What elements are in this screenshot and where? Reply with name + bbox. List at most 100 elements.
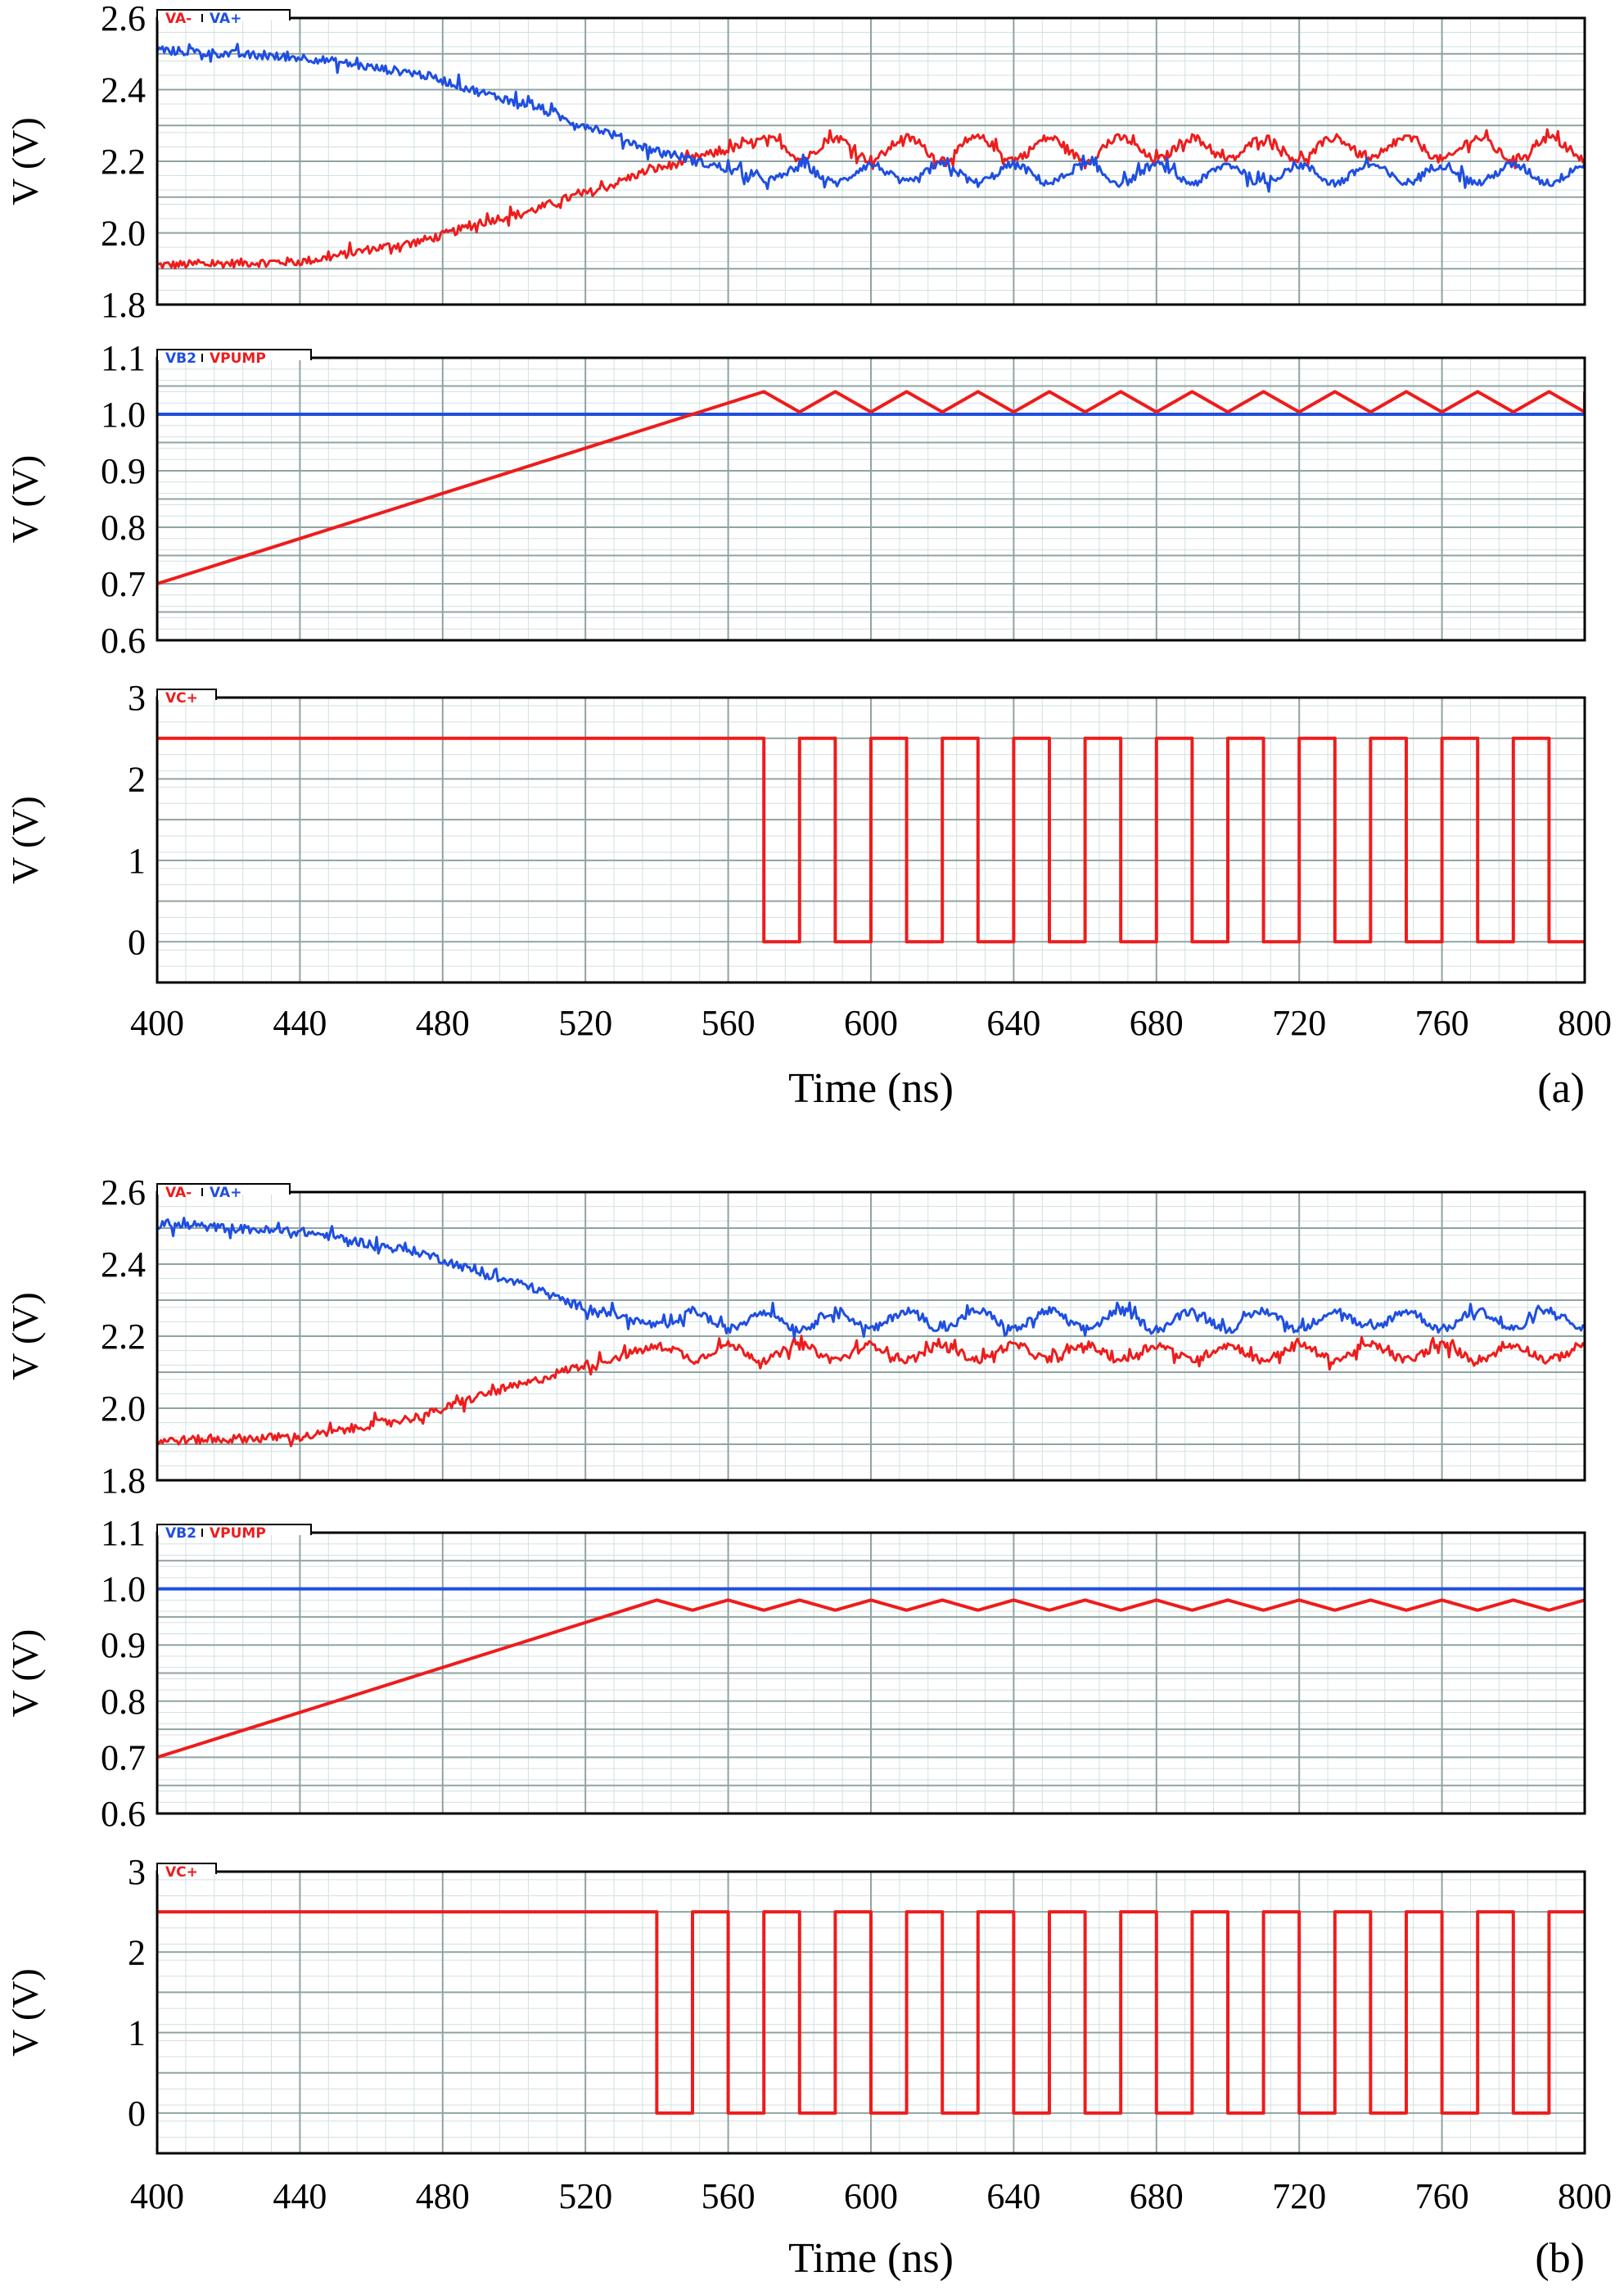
- y-tick-label: 0: [128, 922, 146, 962]
- x-tick-label: 680: [1130, 2176, 1184, 2216]
- y-tick-label: 0.6: [101, 1794, 146, 1834]
- y-tick-label: 1.1: [101, 338, 146, 378]
- y-tick-label: 2.0: [101, 214, 146, 254]
- panel-1: 1.8 2.0 2.2 2.4 2.6 V (V) VA- VA+: [4, 1172, 1586, 1501]
- plot-frame: [156, 356, 1586, 642]
- legend: VC+: [156, 689, 217, 707]
- legend-entry: VB2: [165, 1525, 196, 1542]
- legend-entry: VA+: [210, 11, 241, 27]
- y-tick-label: 1.1: [101, 1513, 146, 1553]
- y-tick-label: 1.0: [101, 395, 146, 435]
- legend-entry: VC+: [165, 1864, 198, 1881]
- x-tick-label: 720: [1272, 2176, 1326, 2216]
- legend: VB2 VPUMP: [156, 1524, 312, 1542]
- x-tick-label: 440: [273, 1003, 327, 1043]
- legend: VA- VA+: [156, 9, 291, 27]
- series-va-: [157, 1335, 1585, 1448]
- panel-2: 0.6 0.7 0.8 0.9 1.0 1.1 V (V) VB2 VPUMP: [4, 338, 1586, 661]
- series-va-: [157, 128, 1585, 269]
- y-axis-label: V (V): [4, 117, 46, 206]
- legend-entry: VA-: [165, 11, 192, 27]
- figure-b: 1.8 2.0 2.2 2.4 2.6 V (V) VA- VA+ 0.6 0.7 0.8 0.9 1.…: [4, 1172, 1612, 2282]
- y-tick-label: 1: [128, 841, 146, 881]
- major-grid: [156, 1532, 1586, 1814]
- x-tick-label: 560: [701, 2176, 756, 2216]
- series-vpump: [157, 1598, 1585, 1759]
- legend: VC+: [156, 1863, 217, 1881]
- panel-3: 0 1 2 3 V (V) VC+: [4, 1852, 1586, 2155]
- y-tick-label: 2.4: [101, 70, 146, 111]
- series-va-: [157, 43, 1585, 193]
- plot-frame: [156, 1190, 1586, 1482]
- x-tick-label: 800: [1558, 1003, 1612, 1043]
- x-tick-label: 560: [701, 1003, 756, 1043]
- x-tick-label: 680: [1130, 1003, 1184, 1043]
- y-tick-label: 0.8: [101, 508, 146, 548]
- legend-entry: VB2: [165, 350, 196, 367]
- legend-entry: VPUMP: [210, 1525, 266, 1542]
- legend-entry: VA+: [210, 1185, 241, 1201]
- x-tick-label: 720: [1272, 1003, 1326, 1043]
- y-tick-label: 1: [128, 2013, 146, 2053]
- x-axis-label: Time (ns): [788, 2235, 954, 2282]
- x-tick-label: 800: [1558, 2176, 1612, 2216]
- y-tick-label: 0.7: [101, 1737, 146, 1777]
- y-tick-label: 2.6: [101, 0, 146, 38]
- legend: VA- VA+: [156, 1183, 291, 1201]
- series-vc-: [157, 1910, 1585, 2115]
- x-tick-label: 640: [986, 2176, 1040, 2216]
- x-tick-label: 760: [1415, 1003, 1469, 1043]
- x-tick-label: 400: [130, 2176, 184, 2216]
- y-tick-label: 0.9: [101, 1625, 146, 1665]
- y-tick-label: 0.9: [101, 451, 146, 491]
- x-tick-label: 400: [130, 1003, 184, 1043]
- series-vpump: [157, 390, 1585, 585]
- y-tick-label: 0.6: [101, 621, 146, 661]
- y-tick-label: 3: [128, 1852, 146, 1892]
- y-axis-label: V (V): [4, 455, 46, 544]
- y-tick-label: 1.8: [101, 1461, 146, 1501]
- plot-frame: [156, 16, 1586, 306]
- x-tick-label: 640: [986, 1003, 1040, 1043]
- x-tick-label: 600: [844, 2176, 898, 2216]
- series-vc-: [157, 736, 1585, 944]
- y-axis-label: V (V): [4, 1292, 46, 1380]
- x-tick-label: 520: [558, 1003, 612, 1043]
- panel-3: 0 1 2 3 V (V) VC+: [4, 678, 1586, 984]
- y-tick-label: 0.7: [101, 564, 146, 604]
- series-va-: [157, 1217, 1585, 1339]
- y-tick-label: 1.0: [101, 1570, 146, 1610]
- plot-frame: [156, 1870, 1586, 2155]
- legend-entry: VPUMP: [210, 350, 266, 367]
- figure-a: 1.8 2.0 2.2 2.4 2.6 V (V) VA- VA+ 0.6 0.7 0.8 0.9 1.…: [4, 0, 1612, 1112]
- x-axis-label: Time (ns): [788, 1065, 954, 1112]
- y-tick-label: 2: [128, 1932, 146, 1972]
- plot-frame: [156, 696, 1586, 984]
- y-tick-label: 0.8: [101, 1682, 146, 1722]
- x-tick-label: 520: [558, 2176, 612, 2216]
- x-tick-label: 480: [416, 1003, 470, 1043]
- figure-letter: (a): [1537, 1065, 1585, 1112]
- y-tick-label: 2.4: [101, 1244, 146, 1285]
- y-tick-label: 2: [128, 759, 146, 799]
- y-tick-label: 1.8: [101, 285, 146, 325]
- x-tick-label: 480: [416, 2176, 470, 2216]
- x-tick-label: 760: [1415, 2176, 1469, 2216]
- y-axis-label: V (V): [4, 1968, 46, 2057]
- y-tick-label: 0: [128, 2094, 146, 2134]
- panel-2: 0.6 0.7 0.8 0.9 1.0 1.1 V (V) VB2 VPUMP: [4, 1513, 1586, 1834]
- y-tick-label: 3: [128, 678, 146, 718]
- plot-frame: [156, 1531, 1586, 1815]
- major-grid: [156, 357, 1586, 641]
- x-tick-label: 440: [273, 2176, 327, 2216]
- y-tick-label: 2.0: [101, 1389, 146, 1429]
- x-tick-label: 600: [844, 1003, 898, 1043]
- legend: VB2 VPUMP: [156, 349, 312, 367]
- y-tick-label: 2.6: [101, 1172, 146, 1213]
- y-axis-label: V (V): [4, 796, 46, 884]
- y-tick-label: 2.2: [101, 1317, 146, 1357]
- panel-1: 1.8 2.0 2.2 2.4 2.6 V (V) VA- VA+: [4, 0, 1586, 325]
- legend-entry: VA-: [165, 1185, 192, 1201]
- y-tick-label: 2.2: [101, 142, 146, 182]
